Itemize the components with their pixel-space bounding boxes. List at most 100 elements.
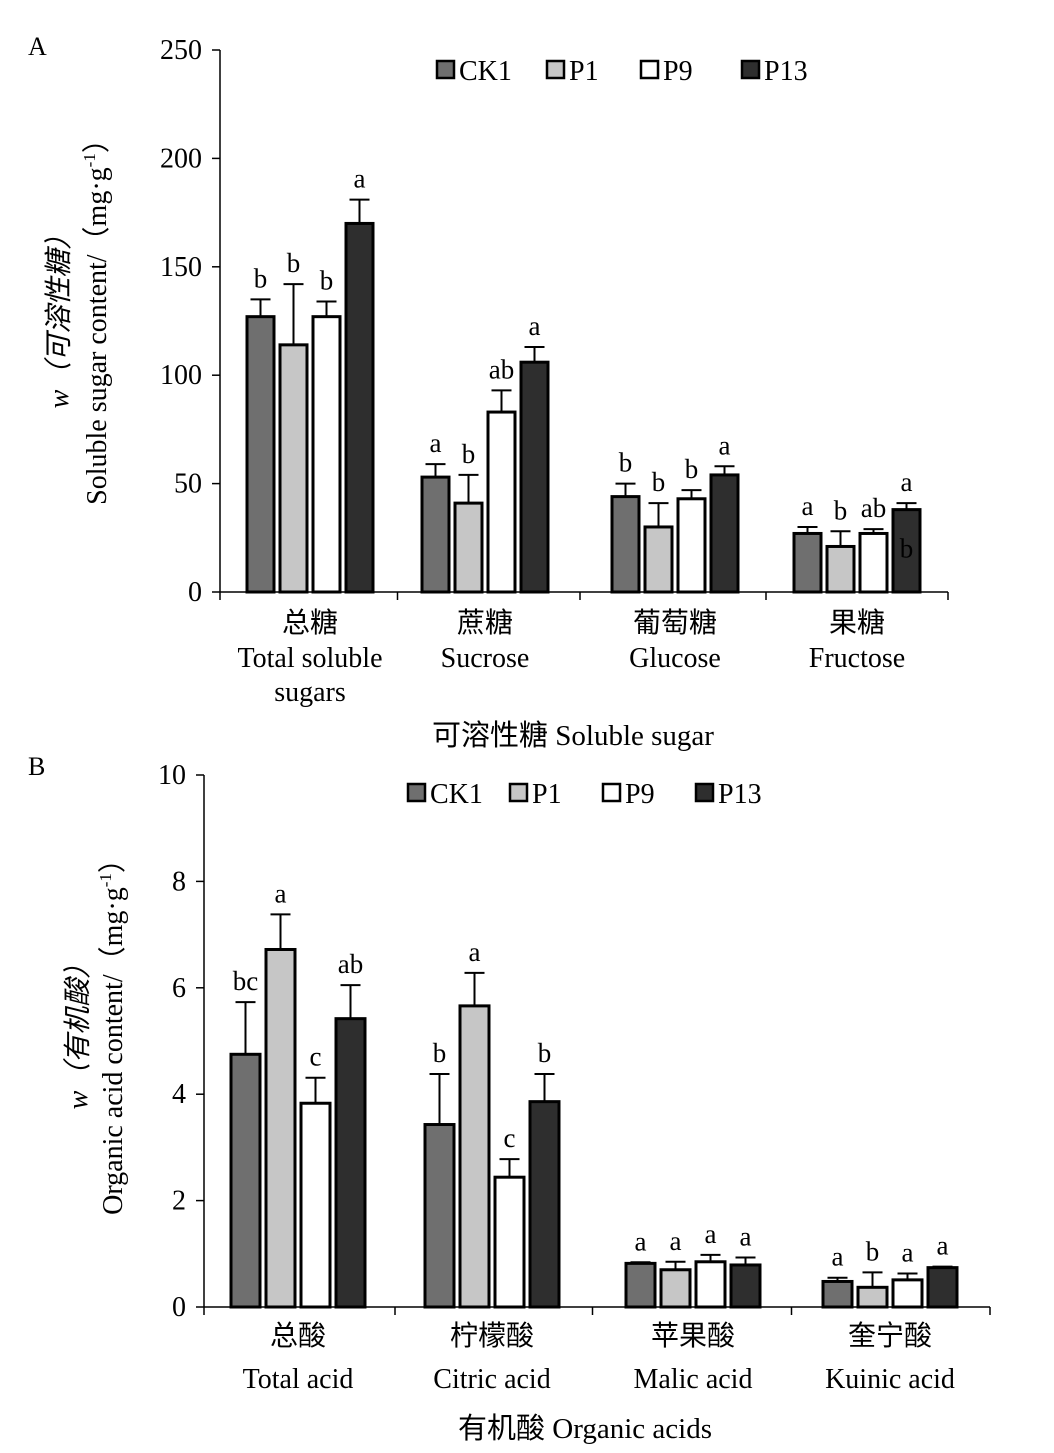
legend-label: P1 xyxy=(532,779,562,810)
x-axis-title: 有机酸 Organic acids xyxy=(458,1412,712,1445)
y-axis-title-superscript: -1 xyxy=(80,153,99,167)
bar-ck1 xyxy=(420,475,451,594)
legend-label: CK1 xyxy=(430,779,483,810)
significance-letter: bc xyxy=(233,966,259,996)
category-label-zh: 果糖 xyxy=(829,607,885,639)
significance-letter: b xyxy=(900,533,914,563)
significance-letter: b xyxy=(538,1038,552,1068)
bar-p9 xyxy=(891,1278,924,1309)
category-label-zh: 苹果酸 xyxy=(651,1320,735,1352)
bar-p9 xyxy=(299,1101,332,1309)
significance-letter: b xyxy=(433,1038,447,1068)
y-axis-title-text: Soluble sugar content/（mg·g xyxy=(81,167,113,505)
bar-ck1 xyxy=(245,315,276,594)
bar-p1 xyxy=(278,343,309,594)
bar-p9 xyxy=(676,497,707,594)
bar-p9 xyxy=(493,1175,526,1309)
panel-letter: B xyxy=(28,752,45,781)
significance-letter: b xyxy=(619,448,633,478)
category-label-en: Total soluble xyxy=(237,643,382,674)
category-label-en: Glucose xyxy=(629,643,721,674)
significance-letter: ab xyxy=(861,493,886,523)
category-label-en: Malic acid xyxy=(634,1364,753,1395)
y-axis-title-superscript: -1 xyxy=(96,873,115,887)
bar-ck1 xyxy=(792,531,823,594)
significance-letter: a xyxy=(469,937,481,967)
bar-p1 xyxy=(458,1004,491,1309)
significance-letter: a xyxy=(705,1219,717,1249)
category-label-zh: 柠檬酸 xyxy=(450,1320,534,1352)
category-label-en: sugars xyxy=(274,677,346,708)
y-tick-label: 2 xyxy=(172,1186,186,1217)
legend-swatch xyxy=(601,782,622,803)
y-tick-label: 50 xyxy=(174,469,202,500)
legend-label: P9 xyxy=(625,779,655,810)
significance-letter: b xyxy=(866,1236,880,1266)
bar-p1 xyxy=(825,544,856,594)
significance-letter: a xyxy=(802,491,814,521)
significance-letter: a xyxy=(719,430,731,460)
y-tick-label: 100 xyxy=(160,360,202,391)
bar-p13 xyxy=(344,221,375,594)
y-axis-title-unit: Organic acid content/（mg·g-1） xyxy=(96,845,129,1215)
legend-swatch xyxy=(639,59,660,80)
significance-letter: a xyxy=(635,1226,647,1256)
legend-swatch xyxy=(694,782,715,803)
bar-p13 xyxy=(926,1266,959,1309)
y-tick-label: 200 xyxy=(160,143,202,174)
significance-letter: a xyxy=(354,164,366,194)
y-axis-title-close: ） xyxy=(81,125,113,153)
legend-swatch xyxy=(740,59,761,80)
significance-letter: b xyxy=(685,454,699,484)
legend-label: P13 xyxy=(764,56,808,87)
category-label-zh: 葡萄糖 xyxy=(633,607,717,639)
bar-p1 xyxy=(856,1285,889,1309)
y-tick-label: 0 xyxy=(188,577,202,608)
significance-letter: a xyxy=(901,467,913,497)
bar-p1 xyxy=(453,501,484,594)
significance-letter: b xyxy=(834,495,848,525)
legend-swatch xyxy=(545,59,566,80)
bar-p13 xyxy=(334,1017,367,1309)
significance-letter: b xyxy=(652,467,666,497)
bar-p9 xyxy=(858,531,889,594)
y-axis-title-text: Organic acid content/（mg·g xyxy=(97,887,129,1215)
panel-letter: A xyxy=(28,32,47,61)
bar-p9 xyxy=(486,410,517,594)
legend-label: P1 xyxy=(569,56,599,87)
y-tick-label: 10 xyxy=(158,760,186,791)
legend-label: P9 xyxy=(663,56,693,87)
y-axis-title: w（可溶性糖） xyxy=(44,222,75,409)
category-label-en: Citric acid xyxy=(433,1364,550,1395)
bar-p9 xyxy=(694,1260,727,1309)
significance-letter: a xyxy=(902,1237,914,1267)
significance-letter: b xyxy=(320,265,334,295)
y-tick-label: 0 xyxy=(172,1292,186,1323)
legend-label: CK1 xyxy=(459,56,512,87)
significance-letter: b xyxy=(462,439,476,469)
bar-ck1 xyxy=(610,495,641,594)
bar-p1 xyxy=(264,947,297,1309)
y-tick-label: 250 xyxy=(160,35,202,66)
significance-letter: a xyxy=(670,1226,682,1256)
significance-letter: c xyxy=(504,1123,516,1153)
bar-p9 xyxy=(311,315,342,594)
y-tick-label: 4 xyxy=(172,1079,186,1110)
category-label-zh: 总糖 xyxy=(282,607,338,639)
category-label-zh: 蔗糖 xyxy=(457,607,513,639)
legend-swatch xyxy=(435,59,456,80)
bar-ck1 xyxy=(423,1123,456,1309)
bar-p13 xyxy=(891,508,922,594)
category-label-en: Sucrose xyxy=(441,643,530,674)
significance-letter: a xyxy=(275,878,287,908)
legend-swatch xyxy=(508,782,529,803)
x-axis-title: 可溶性糖 Soluble sugar xyxy=(432,719,714,752)
significance-letter: ab xyxy=(338,949,363,979)
significance-letter: a xyxy=(832,1242,844,1272)
category-label-en: Fructose xyxy=(809,643,905,674)
y-tick-label: 150 xyxy=(160,252,202,283)
y-axis-title: w（有机酸） xyxy=(63,951,94,1110)
bar-ck1 xyxy=(624,1261,657,1309)
y-axis-title-unit: Soluble sugar content/（mg·g-1） xyxy=(80,125,113,505)
